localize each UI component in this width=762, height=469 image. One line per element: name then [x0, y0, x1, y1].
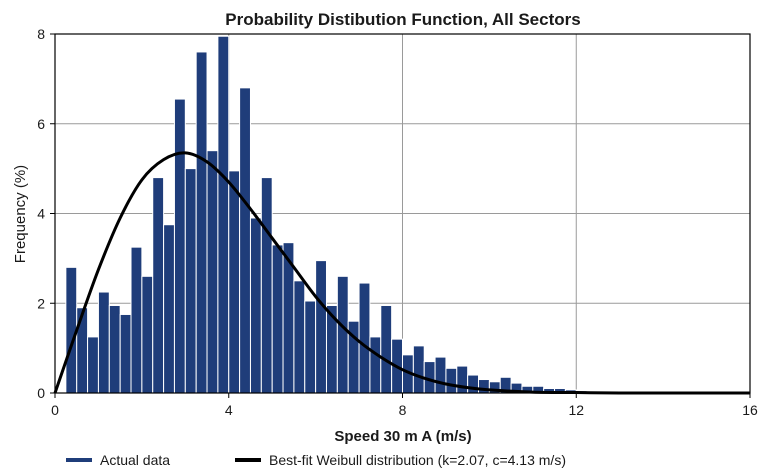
y-tick-labels: 0 2 4 6 8 — [37, 26, 55, 401]
histogram-bar — [217, 35, 230, 394]
x-tick-label: 4 — [225, 402, 233, 418]
histogram-bar — [239, 87, 251, 394]
histogram-bar — [271, 244, 284, 394]
histogram-bar — [304, 300, 317, 394]
histogram-bar — [412, 345, 425, 394]
histogram-bar — [293, 280, 306, 394]
histogram-bar — [173, 98, 186, 394]
histogram-bar — [130, 246, 143, 394]
histogram-bar — [380, 304, 393, 394]
histogram-bar — [369, 336, 382, 394]
x-axis-label: Speed 30 m A (m/s) — [334, 428, 471, 445]
histogram-bar — [336, 275, 349, 394]
histogram-bar — [206, 150, 219, 394]
histogram-bar — [315, 260, 327, 394]
y-tick-label: 6 — [37, 116, 45, 132]
histogram-bar — [65, 266, 78, 394]
y-tick-label: 4 — [37, 206, 45, 222]
histogram-bar — [456, 365, 469, 394]
y-axis-label: Frequency (%) — [12, 165, 29, 263]
x-tick-label: 8 — [399, 402, 407, 418]
histogram-bar — [260, 177, 273, 394]
histogram-bar — [76, 307, 89, 394]
histogram-bar — [163, 224, 175, 394]
histogram-bar — [119, 313, 132, 394]
histogram-bar — [195, 51, 208, 394]
histogram-bar — [249, 217, 262, 394]
histogram-bar — [358, 282, 371, 394]
histogram-bar — [108, 304, 121, 394]
legend-label-weibull: Best-fit Weibull distribution (k=2.07, c… — [269, 452, 566, 468]
y-tick-label: 0 — [37, 385, 45, 401]
x-tick-label: 16 — [742, 402, 758, 418]
y-tick-label: 8 — [37, 26, 45, 42]
histogram-bar — [228, 170, 241, 394]
x-tick-label: 12 — [568, 402, 584, 418]
histogram-bar — [141, 275, 154, 394]
histogram-bar — [445, 367, 458, 394]
chart-title: Probability Distibution Function, All Se… — [225, 10, 580, 29]
histogram-bar — [152, 177, 165, 394]
histogram-bar — [434, 356, 447, 394]
histogram-bar — [184, 168, 197, 394]
legend-label-actual: Actual data — [100, 452, 170, 468]
y-tick-label: 2 — [37, 295, 45, 311]
histogram-bar — [97, 291, 110, 394]
x-tick-label: 0 — [51, 402, 59, 418]
x-tick-labels: 0 4 8 12 16 — [51, 393, 758, 418]
histogram-bar — [87, 336, 99, 394]
histogram-bar — [467, 374, 480, 394]
histogram-bars — [65, 35, 675, 394]
legend: Actual data Best-fit Weibull distributio… — [66, 452, 566, 468]
